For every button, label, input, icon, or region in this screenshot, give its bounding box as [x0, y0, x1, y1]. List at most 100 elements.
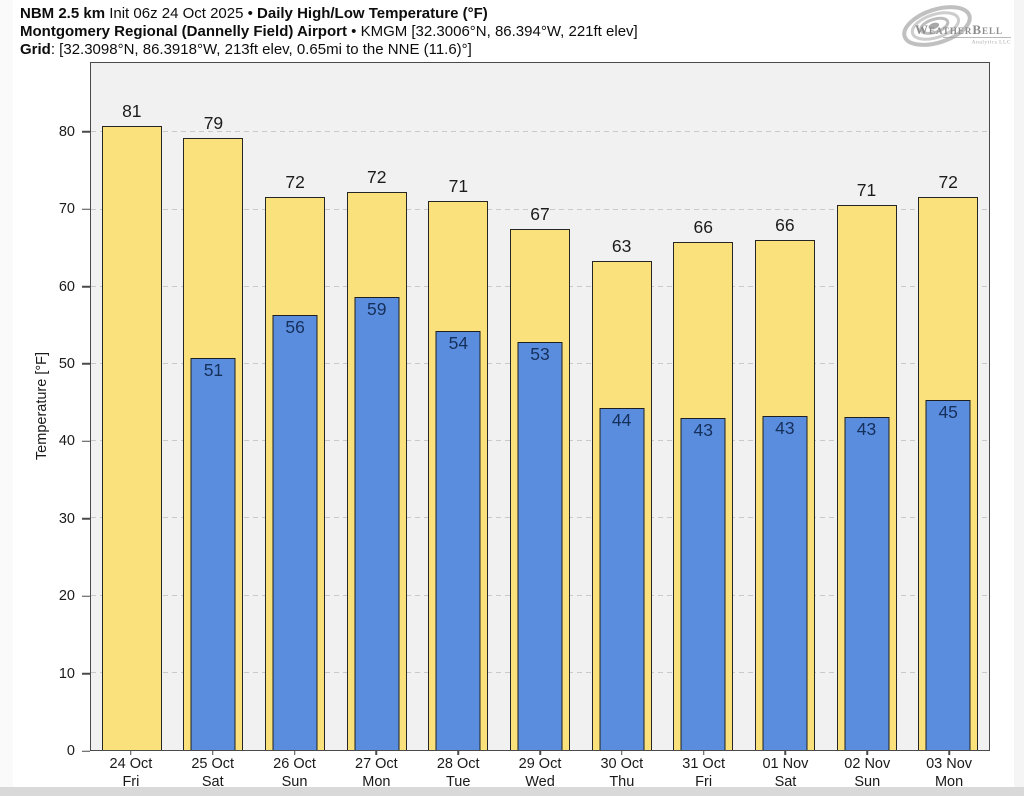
- bar-slot: 71 54: [418, 63, 500, 750]
- y-tick-label: 40: [58, 433, 75, 450]
- high-bar: [101, 126, 162, 750]
- bar-slot: 63 44: [581, 63, 663, 750]
- low-bar: 45: [925, 400, 971, 750]
- header-segment: : [32.3098°N, 86.3918°W, 213ft elev, 0.6…: [50, 40, 472, 58]
- x-tick-day: Fri: [122, 773, 140, 790]
- y-tick-label: 20: [58, 588, 75, 605]
- x-tick-mark: [375, 751, 378, 755]
- y-axis: 0 10 20 30 40 50 60 70 80: [0, 62, 90, 759]
- high-value-label: 72: [938, 172, 958, 193]
- y-tick-label: 50: [58, 356, 75, 373]
- y-tick-label: 0: [66, 743, 75, 760]
- x-tick-date: 02 Nov: [844, 756, 891, 772]
- y-tick-mark: [82, 518, 90, 520]
- bar-slot: 67 53: [499, 63, 581, 750]
- bottom-edge-strip: [0, 787, 1024, 796]
- header-segment: Daily High/Low Temperature (°F): [257, 5, 488, 22]
- header-segment: Init 06z 24 Oct 2025: [109, 5, 248, 22]
- high-value-label: 79: [203, 112, 224, 133]
- x-tick-day: Sat: [774, 773, 797, 790]
- x-tick-mark: [784, 751, 787, 755]
- x-tick-date: 31 Oct: [682, 756, 725, 772]
- x-tick-day: Mon: [362, 773, 391, 790]
- header-block: NBM 2.5 km Init 06z 24 Oct 2025 • Daily …: [20, 5, 638, 58]
- bar-slot: 81: [91, 63, 173, 750]
- x-tick-label: 02 Nov Sun: [844, 756, 890, 791]
- header-segment: Grid: [20, 40, 51, 58]
- low-bar: 44: [599, 408, 645, 750]
- x-tick-day: Tue: [445, 773, 471, 790]
- logo-wordmark: WeatherBell: [915, 22, 1003, 37]
- x-tick-date: 27 Oct: [355, 756, 398, 772]
- y-tick-label: 10: [58, 665, 75, 682]
- high-value-label: 72: [366, 166, 387, 187]
- low-bar: 54: [435, 330, 481, 750]
- x-tick-label: 24 Oct Fri: [110, 756, 153, 791]
- low-value-label: 43: [856, 418, 877, 439]
- high-value-label: 71: [448, 176, 469, 197]
- y-tick-label: 30: [58, 510, 75, 527]
- y-tick-label: 80: [58, 123, 75, 140]
- high-value-label: 63: [611, 236, 632, 257]
- x-tick-label: 28 Oct Tue: [437, 756, 480, 791]
- low-bar: 53: [517, 342, 563, 750]
- low-bar: 56: [272, 315, 318, 750]
- x-tick-mark: [866, 751, 869, 755]
- x-tick-mark: [621, 751, 623, 755]
- y-tick-mark: [82, 750, 90, 752]
- bar-slot: 66 43: [662, 63, 744, 750]
- bar-slot: 72 59: [336, 63, 418, 750]
- grid-line: [91, 208, 989, 210]
- x-tick-mark: [457, 751, 459, 755]
- high-value-label: 66: [693, 217, 713, 238]
- bar-slot: 72 45: [907, 63, 989, 750]
- plot-area: 81 79 51 72 56 72 59 71 54 67 53 63 44 66 43 66 43 71 43 72…: [90, 62, 990, 751]
- bar-slot: 79 51: [173, 63, 255, 750]
- low-bar: 51: [190, 357, 236, 750]
- bar-slot: 66 43: [744, 63, 826, 750]
- low-value-label: 44: [611, 410, 632, 431]
- low-bar: 43: [762, 415, 808, 750]
- high-value-label: 71: [856, 180, 877, 201]
- high-value-label: 66: [775, 214, 795, 235]
- y-tick-mark: [82, 363, 90, 365]
- x-tick-date: 01 Nov: [762, 756, 809, 772]
- header-segment: KMGM [32.3006°N, 86.394°W, 221ft elev]: [360, 22, 638, 40]
- y-tick-mark: [82, 285, 90, 288]
- low-bar: 59: [354, 296, 400, 750]
- bar-slot: 71 43: [826, 63, 908, 750]
- x-tick-day: Mon: [934, 773, 964, 790]
- right-edge-strip: [1014, 0, 1024, 787]
- low-value-label: 56: [285, 317, 305, 338]
- high-value-label: 67: [530, 203, 550, 224]
- y-tick-mark: [82, 130, 90, 133]
- x-tick-label: 01 Nov Sat: [762, 756, 808, 791]
- x-tick-label: 26 Oct Sun: [273, 756, 316, 791]
- low-value-label: 43: [693, 420, 713, 441]
- header-line: Grid: [32.3098°N, 86.3918°W, 213ft elev,…: [20, 41, 638, 59]
- low-bar: 43: [680, 418, 726, 750]
- x-tick-date: 24 Oct: [109, 756, 153, 772]
- x-tick-label: 31 Oct Fri: [682, 756, 725, 791]
- y-tick-label: 70: [58, 201, 75, 218]
- y-tick-mark: [82, 208, 90, 210]
- logo-subtext: Analytics LLC: [972, 40, 1011, 46]
- header-line: Montgomery Regional (Dannelly Field) Air…: [20, 23, 638, 41]
- high-value-label: 81: [122, 101, 142, 122]
- low-value-label: 54: [448, 332, 469, 353]
- low-value-label: 51: [203, 359, 224, 380]
- bar-slot: 72 56: [254, 63, 336, 750]
- y-tick-mark: [82, 440, 90, 443]
- grid-line: [91, 131, 989, 133]
- x-tick-date: 26 Oct: [273, 756, 316, 772]
- x-tick-label: 27 Oct Mon: [355, 756, 398, 791]
- left-edge-strip: [0, 0, 13, 796]
- x-tick-mark: [948, 751, 950, 755]
- y-tick-mark: [82, 595, 90, 597]
- x-tick-day: Sun: [281, 773, 308, 790]
- x-tick-date: 25 Oct: [191, 756, 235, 772]
- header-segment: NBM 2.5 km: [20, 5, 110, 22]
- header-segment: Montgomery Regional (Dannelly Field) Air…: [20, 22, 347, 40]
- x-tick-day: Sat: [201, 773, 224, 790]
